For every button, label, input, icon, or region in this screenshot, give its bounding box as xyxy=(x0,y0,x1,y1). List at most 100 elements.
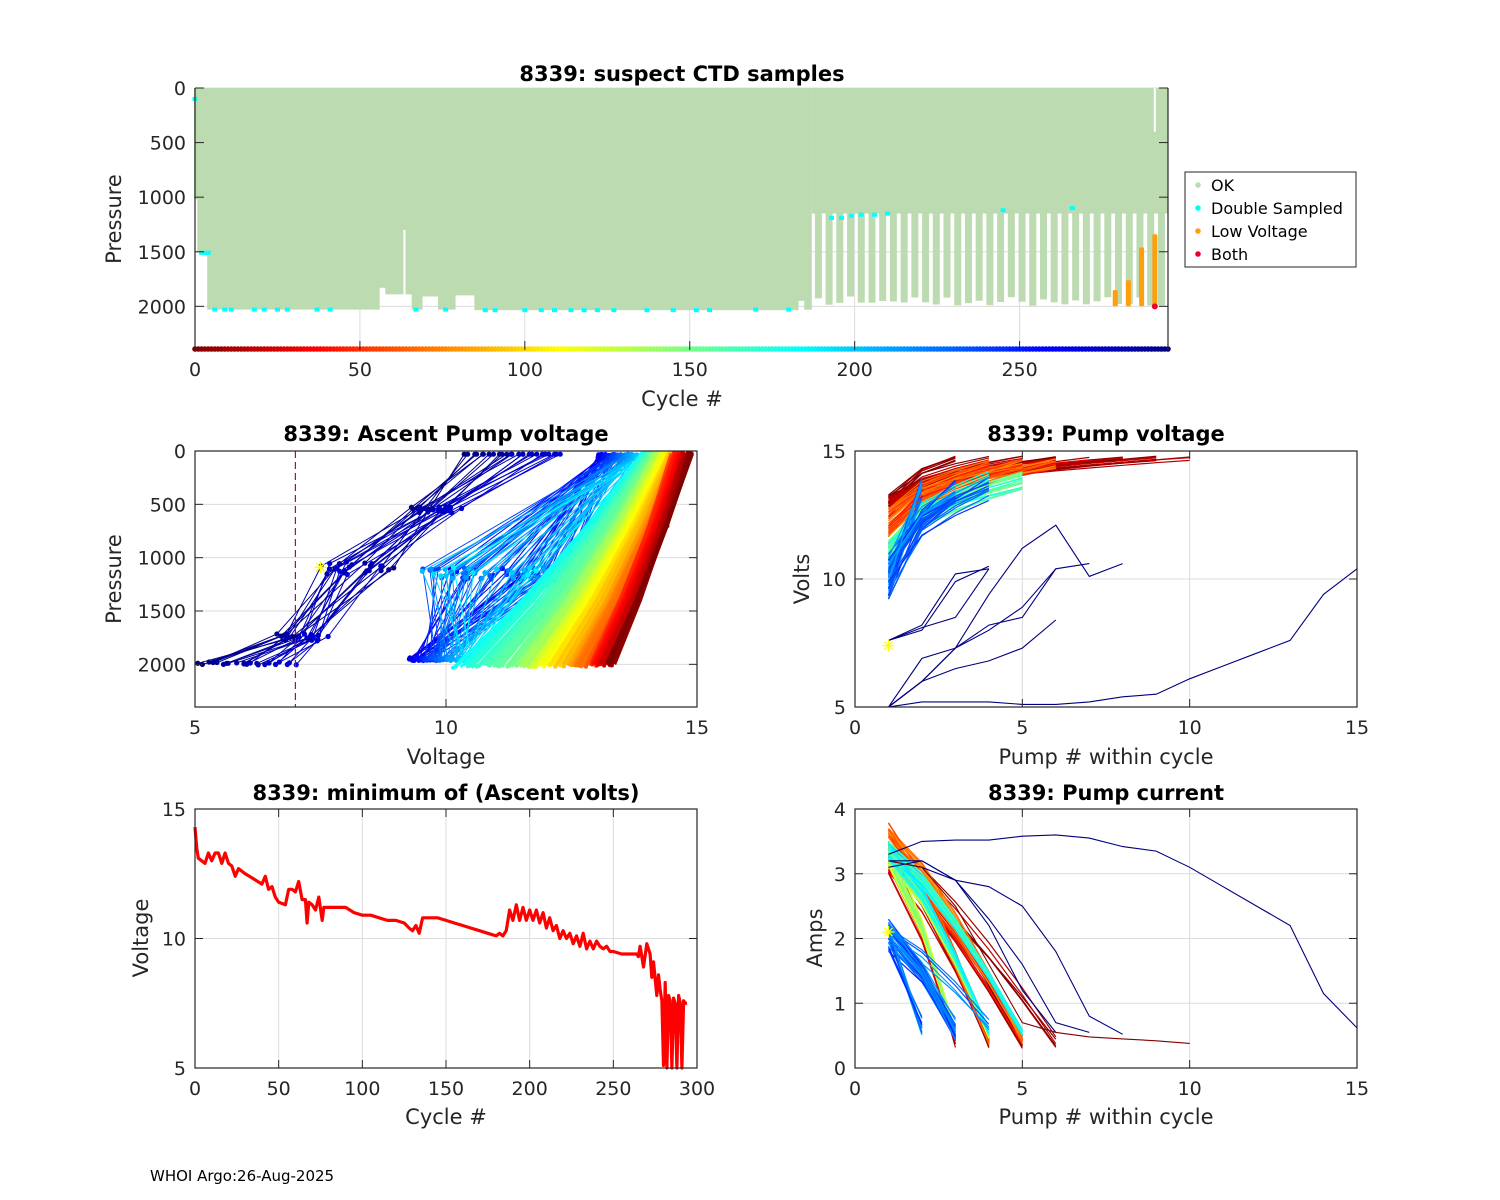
y-tick-label: 0 xyxy=(174,78,186,100)
ok-samples-block xyxy=(454,88,476,296)
ascent-sample-point xyxy=(499,451,505,457)
ascent-sample-point xyxy=(689,451,694,456)
ok-samples-bar xyxy=(922,212,930,303)
pump-current-line-long-cycle xyxy=(888,860,1190,1044)
ascent-sample-point xyxy=(494,566,500,572)
ok-samples-block xyxy=(438,88,456,310)
legend-both-label: Both xyxy=(1211,245,1248,264)
ascent-sample-point xyxy=(378,563,384,569)
low-voltage-bar xyxy=(1152,234,1158,307)
ok-samples-bar xyxy=(814,212,822,299)
double-sampled-point xyxy=(670,308,676,313)
ok-samples-bar xyxy=(1157,212,1165,306)
ascent-sample-point xyxy=(515,571,521,577)
x-tick-label: 0 xyxy=(189,1078,201,1100)
ok-samples-bar xyxy=(1125,212,1133,304)
yellow-star-marker xyxy=(882,926,895,939)
yellow-star-marker xyxy=(882,639,895,652)
y-tick-label: 500 xyxy=(150,494,186,516)
legend-box xyxy=(1184,171,1357,268)
pump-current-line xyxy=(888,859,990,1031)
pumpc-grid xyxy=(854,808,1358,1069)
ascent-sample-point xyxy=(310,634,316,640)
double-sampled-point xyxy=(838,215,844,220)
ascent-sample-point xyxy=(561,664,566,669)
ok-samples-bar xyxy=(964,212,972,304)
ascent-sample-point xyxy=(466,566,472,572)
double-sampled-point xyxy=(327,307,333,312)
pump-voltage-line xyxy=(888,457,956,502)
legend-low-voltage-label: Low Voltage xyxy=(1211,222,1308,241)
ascent-sample-point xyxy=(206,659,212,665)
ok-samples-bar xyxy=(1007,212,1015,298)
ascent-sample-point xyxy=(262,662,268,668)
pump-current-line xyxy=(888,847,1023,1031)
ascent-sample-point xyxy=(664,523,669,528)
ascent-sample-point xyxy=(429,654,435,661)
ok-samples-bar xyxy=(1061,212,1069,305)
double-sampled-point xyxy=(885,211,891,216)
double-sampled-point xyxy=(848,213,854,218)
ok-samples-bar xyxy=(954,212,962,306)
pump-current-panel: 8339: Pump current 0 5 10 15 0 1 2 3 4 Pump # wi… xyxy=(803,781,1369,1129)
footer-credit: WHOI Argo:26-Aug-2025 xyxy=(150,1167,335,1185)
ascent-sample-point xyxy=(500,663,505,668)
y-tick-label: 1500 xyxy=(138,601,186,623)
y-tick-label: 4 xyxy=(834,799,846,821)
low-voltage-bar xyxy=(1139,247,1145,307)
axes-box xyxy=(854,450,1358,708)
ascent-sample-point xyxy=(504,571,510,578)
ascent-sample-point xyxy=(602,663,607,668)
ascent-sample-point xyxy=(254,660,260,666)
y-tick-label: 2000 xyxy=(138,296,186,318)
y-tick-label: 1500 xyxy=(138,242,186,264)
double-sampled-point xyxy=(753,307,759,312)
ascent-sample-point xyxy=(214,659,220,666)
ascent-sample-point xyxy=(490,451,497,457)
ok-samples-bar xyxy=(1072,212,1080,301)
pumpc-axes: 0 5 10 15 0 1 2 3 4 xyxy=(834,799,1369,1100)
ascent-sample-point xyxy=(510,575,516,581)
y-tick-label: 1 xyxy=(834,993,846,1015)
ok-samples-bar xyxy=(932,212,940,305)
pump-voltage-line-late-cycle xyxy=(888,568,1057,707)
ok-samples-block xyxy=(197,88,209,253)
minv-axes: 0 50 100 150 200 250 300 5 10 15 xyxy=(162,799,715,1100)
ok-samples-bar xyxy=(1115,212,1123,305)
minv-title: 8339: minimum of (Ascent volts) xyxy=(252,781,639,805)
minv-marks xyxy=(193,826,687,1070)
ascent-sample-point xyxy=(378,568,384,574)
ok-samples-bar xyxy=(943,212,951,298)
ascent-profile-line xyxy=(521,451,658,667)
gap xyxy=(403,229,406,296)
double-sampled-point xyxy=(1069,206,1075,211)
ascent-pump-voltage-panel: 8339: Ascent Pump voltage 5 10 15 0 500 1000 1… xyxy=(102,422,709,769)
low-voltage-bar xyxy=(1112,289,1118,307)
ascent-sample-point xyxy=(486,451,492,457)
double-sampled-point xyxy=(707,308,713,313)
ascent-marks xyxy=(195,451,694,707)
y-tick-label: 15 xyxy=(162,799,186,821)
both-point xyxy=(1151,303,1158,310)
pump-current-line xyxy=(888,938,956,1040)
pump-current-line xyxy=(887,946,923,1026)
pump-current-line-long-cycle xyxy=(888,860,1057,1033)
legend-ok-label: OK xyxy=(1211,176,1235,195)
ascent-sample-point xyxy=(438,656,444,662)
pump-voltage-line xyxy=(887,481,923,581)
ascent-sample-point xyxy=(509,451,515,457)
ascent-sample-point xyxy=(546,451,552,457)
x-tick-label: 10 xyxy=(1178,717,1202,739)
y-tick-label: 10 xyxy=(162,929,186,951)
x-tick-label: 0 xyxy=(849,717,861,739)
double-sampled-point xyxy=(228,307,234,312)
ascent-sample-point xyxy=(336,568,343,574)
ok-samples-block xyxy=(207,88,380,310)
ascent-sample-point xyxy=(534,451,540,457)
ascent-sample-point xyxy=(454,664,459,669)
yellow-star-marker xyxy=(314,561,327,574)
y-tick-label: 10 xyxy=(822,569,846,591)
pumpv-ylabel: Volts xyxy=(790,554,814,605)
